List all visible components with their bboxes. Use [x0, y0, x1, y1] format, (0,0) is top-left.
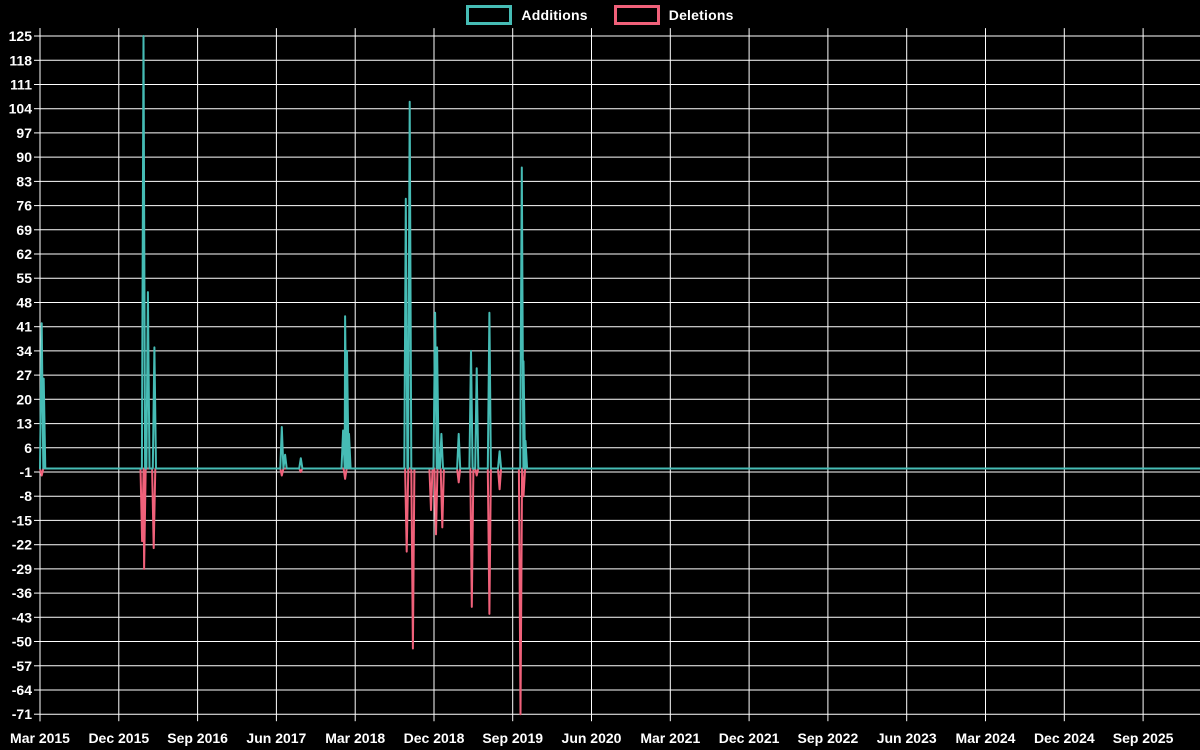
x-tick-label: Sep 2025 [1113, 730, 1174, 746]
additions-swatch-icon [466, 5, 513, 25]
x-tick-label: Jun 2020 [562, 730, 622, 746]
y-tick-label: 41 [16, 319, 32, 335]
x-tick-label: Dec 2024 [1034, 730, 1095, 746]
y-tick-label: 83 [16, 173, 32, 189]
y-tick-label: -8 [20, 488, 33, 504]
y-tick-label: 6 [24, 440, 32, 456]
x-tick-label: Mar 2018 [325, 730, 385, 746]
y-tick-label: -1 [20, 464, 33, 480]
chart-legend: Additions Deletions [0, 5, 1200, 25]
series-line-additions [39, 35, 1200, 470]
y-tick-label: 55 [16, 270, 32, 286]
deletions-swatch-icon [613, 5, 660, 25]
y-tick-label: -29 [12, 561, 32, 577]
x-tick-label: Mar 2024 [956, 730, 1016, 746]
y-tick-label: 69 [16, 222, 32, 238]
y-tick-label: 125 [9, 28, 33, 44]
y-tick-label: 118 [9, 52, 32, 68]
y-tick-label: 90 [16, 149, 32, 165]
x-tick-label: Mar 2021 [640, 730, 700, 746]
x-tick-label: Sep 2022 [798, 730, 859, 746]
y-tick-label: 104 [9, 101, 33, 117]
y-tick-label: 34 [16, 343, 32, 359]
x-tick-label: Dec 2018 [404, 730, 465, 746]
y-tick-label: -43 [12, 609, 32, 625]
y-tick-label: 13 [16, 416, 32, 432]
legend-item-additions[interactable]: Additions [466, 5, 588, 25]
y-tick-label: -50 [12, 634, 32, 650]
x-tick-label: Sep 2019 [482, 730, 543, 746]
x-tick-label: Mar 2015 [10, 730, 70, 746]
x-tick-label: Sep 2016 [167, 730, 228, 746]
y-tick-label: -22 [12, 537, 32, 553]
y-tick-label: 97 [16, 125, 32, 141]
y-tick-label: 76 [16, 198, 32, 214]
y-tick-label: 48 [16, 295, 32, 311]
series-line-deletions [39, 467, 1200, 716]
x-tick-label: Jun 2023 [877, 730, 937, 746]
y-tick-label: 62 [16, 246, 32, 262]
y-tick-label: 111 [10, 77, 32, 93]
y-tick-label: -36 [12, 585, 32, 601]
y-tick-label: -15 [12, 512, 32, 528]
x-tick-label: Dec 2015 [88, 730, 149, 746]
x-tick-label: Jun 2017 [246, 730, 306, 746]
x-tick-label: Dec 2021 [719, 730, 780, 746]
y-tick-label: -57 [12, 658, 32, 674]
y-tick-label: -71 [12, 706, 32, 722]
legend-label-deletions: Deletions [668, 7, 734, 23]
legend-label-additions: Additions [521, 7, 588, 23]
y-tick-label: 27 [16, 367, 32, 383]
y-tick-label: -64 [12, 682, 32, 698]
legend-item-deletions[interactable]: Deletions [613, 5, 734, 25]
y-tick-label: 20 [16, 391, 32, 407]
